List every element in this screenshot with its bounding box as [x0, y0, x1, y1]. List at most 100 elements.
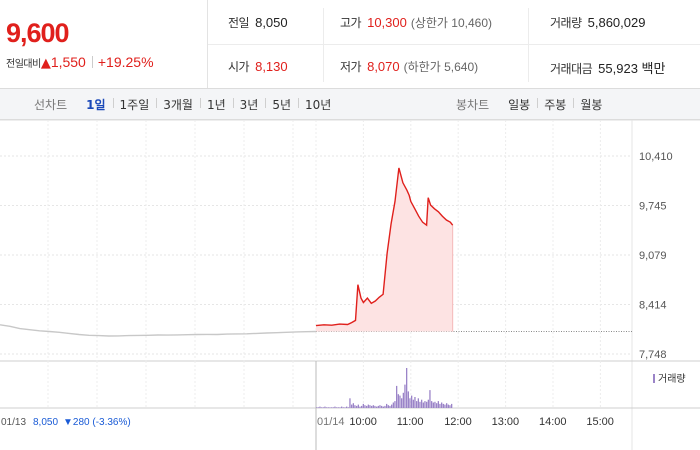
y-tick-label: 7,748: [639, 349, 667, 361]
volume-bar: [432, 402, 434, 408]
tab-3year[interactable]: 3년: [232, 96, 266, 113]
stat-low: 저가 8,070 (하한가 5,640): [340, 58, 478, 75]
volume-bar: [401, 398, 403, 408]
volume-bar: [407, 391, 409, 408]
x-tick-label: 01/14: [317, 416, 345, 428]
tab-1year[interactable]: 1년: [199, 96, 233, 113]
volume-bar: [371, 405, 373, 408]
volume-bar: [449, 405, 451, 408]
stat-value: 10,300: [367, 15, 407, 30]
x-tick-label: 15:00: [586, 416, 614, 428]
divider: [528, 8, 529, 82]
volume-bar: [414, 397, 416, 408]
volume-bar: [342, 407, 344, 408]
volume-bar: [331, 407, 333, 408]
volume-bar: [326, 407, 328, 408]
volume-bar: [417, 398, 419, 408]
tab-3month[interactable]: 3개월: [156, 96, 200, 113]
volume-bar: [317, 407, 319, 408]
volume-bar: [434, 401, 436, 408]
volume-bar: [372, 405, 374, 408]
tab-10year[interactable]: 10년: [298, 96, 338, 113]
stat-open: 시가 8,130: [228, 58, 288, 75]
volume-bar: [431, 401, 433, 408]
volume-bar: [347, 407, 349, 408]
x-tick-label: 11:00: [397, 416, 424, 428]
price-summary: 9,600 전일대비▲1,550 +19.25%: [0, 0, 207, 88]
volume-bar: [369, 405, 371, 408]
volume-bar: [332, 407, 334, 408]
volume-bar: [411, 395, 413, 408]
x-tick-label: 14:00: [539, 416, 567, 428]
divider: [208, 44, 700, 45]
tab-1day[interactable]: 1일: [86, 97, 106, 112]
volume-bar: [334, 406, 336, 408]
volume-bar: [386, 403, 388, 408]
volume-bar: [442, 403, 444, 408]
tab-monthly-candle[interactable]: 월봉: [573, 96, 609, 113]
volume-bar: [351, 404, 353, 408]
volume-bar: [354, 405, 356, 408]
volume-bar: [336, 407, 338, 408]
stat-label: 거래대금: [550, 62, 593, 76]
up-arrow-icon: ▲: [40, 56, 51, 71]
volume-bar: [399, 395, 401, 408]
stat-label: 시가: [228, 60, 250, 74]
volume-bar: [344, 407, 346, 408]
divider: [323, 8, 324, 82]
y-axis: 10,410 9,745 9,079 8,414 7,748: [639, 151, 673, 361]
line-chart-tabs: 선차트 1일 1주일 3개월 1년 3년 5년 10년: [34, 89, 338, 119]
previous-day-info: 01/13 8,050 ▼280 (-3.36%): [1, 417, 131, 428]
y-tick-label: 10,410: [639, 151, 673, 163]
volume-bar: [319, 406, 321, 408]
change-label: 전일대비: [6, 59, 41, 70]
volume-bar: [444, 404, 446, 408]
stat-value: 8,130: [255, 59, 288, 74]
tab-5year[interactable]: 5년: [265, 96, 298, 113]
price-chart-svg: 10,410 9,745 9,079 8,414 7,748 거래량 01/14…: [0, 120, 700, 450]
current-price: 9,600: [6, 18, 70, 48]
volume-bar: [364, 405, 366, 408]
volume-bar: [316, 407, 318, 408]
volume-bar: [441, 402, 443, 408]
change-percent: +19.25%: [97, 54, 154, 70]
volume-bar: [436, 403, 438, 408]
stat-volume: 거래량 5,860,029: [550, 14, 645, 31]
tab-daily-candle[interactable]: 일봉: [508, 97, 531, 112]
stats-panel: 전일 8,050 시가 8,130 고가 10,300 (상한가 10,460) 저가 8…: [207, 0, 700, 88]
volume-bar: [406, 368, 408, 408]
y-tick-label: 9,745: [639, 200, 667, 212]
stat-amount: 거래대금 55,923 백만: [550, 58, 665, 77]
divider: [91, 56, 93, 68]
stat-value: 55,923 백만: [598, 61, 666, 76]
volume-bar: [321, 407, 323, 408]
prev-day-change: ▼280 (-3.36%): [63, 417, 131, 428]
tab-weekly-candle[interactable]: 주봉: [537, 96, 573, 113]
volume-bar: [392, 402, 394, 408]
volume-bar: [382, 406, 384, 408]
volume-bar: [322, 407, 324, 408]
volume-bar: [389, 405, 391, 408]
volume-bar: [357, 404, 359, 408]
volume-bar: [446, 403, 448, 408]
volume-bar: [374, 405, 376, 408]
stat-value: 5,860,029: [587, 15, 646, 30]
volume-bar: [376, 406, 378, 408]
stat-label: 거래량: [550, 16, 582, 30]
volume-bar: [447, 404, 449, 408]
volume-bar: [409, 398, 411, 408]
volume-bar: [341, 406, 343, 408]
volume-bar: [422, 402, 424, 408]
volume-bar: [429, 390, 431, 408]
volume-bar: [421, 399, 423, 408]
volume-bar: [416, 401, 418, 408]
volume-bar: [451, 403, 453, 408]
volume-bar: [324, 406, 326, 408]
tab-1week[interactable]: 1주일: [112, 96, 157, 113]
x-tick-label: 13:00: [492, 416, 520, 428]
volume-bar: [384, 405, 386, 408]
change-row: 전일대비▲1,550 +19.25%: [6, 54, 154, 71]
volume-bar: [366, 405, 368, 408]
stat-value: 8,070: [367, 59, 400, 74]
stat-limit: (하한가 5,640): [403, 60, 479, 74]
